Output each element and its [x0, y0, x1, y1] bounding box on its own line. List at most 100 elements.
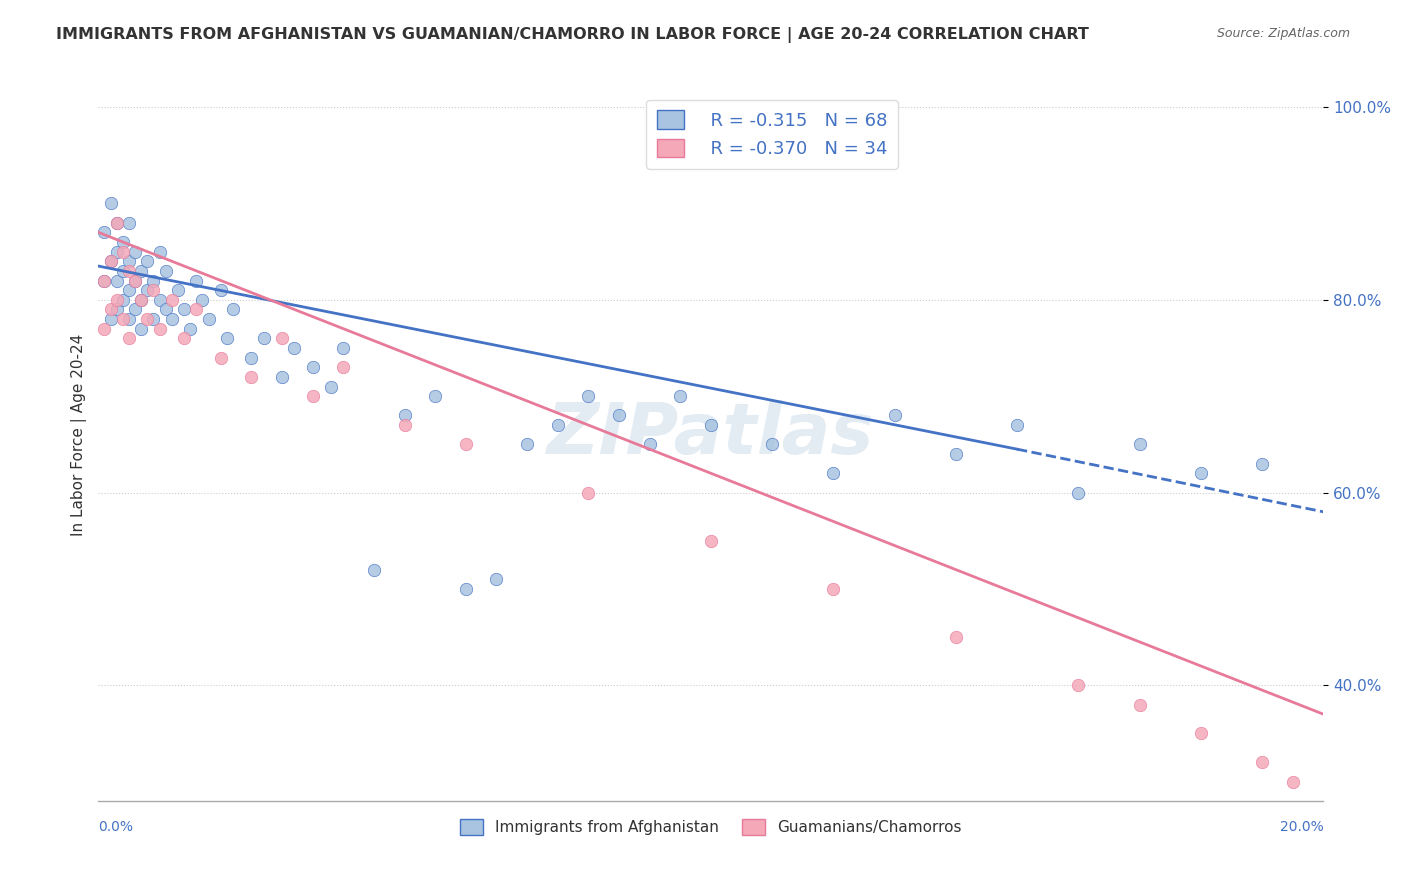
Point — [100, 302, 122, 317]
Point — [124, 302, 146, 317]
Point — [118, 283, 141, 297]
Point — [425, 389, 447, 403]
Point — [363, 563, 385, 577]
Point — [253, 331, 276, 345]
Point — [118, 331, 141, 345]
Point — [516, 437, 538, 451]
Point — [160, 312, 183, 326]
Point — [167, 283, 190, 297]
Point — [332, 360, 354, 375]
Point — [111, 244, 134, 259]
Point — [1067, 485, 1090, 500]
Point — [149, 244, 172, 259]
Point — [173, 302, 195, 317]
Point — [136, 312, 159, 326]
Point — [700, 418, 723, 433]
Point — [240, 351, 263, 365]
Point — [883, 409, 905, 423]
Point — [1189, 726, 1212, 740]
Point — [129, 293, 152, 307]
Point — [607, 409, 630, 423]
Point — [105, 244, 128, 259]
Point — [1005, 418, 1028, 433]
Point — [129, 293, 152, 307]
Point — [142, 273, 165, 287]
Point — [197, 312, 219, 326]
Point — [93, 273, 115, 287]
Point — [124, 273, 146, 287]
Point — [1251, 457, 1274, 471]
Point — [191, 293, 214, 307]
Point — [1128, 698, 1150, 712]
Point — [454, 582, 477, 596]
Point — [1281, 774, 1303, 789]
Point — [124, 244, 146, 259]
Point — [129, 321, 152, 335]
Point — [945, 630, 967, 644]
Point — [105, 273, 128, 287]
Point — [111, 235, 134, 249]
Point — [124, 273, 146, 287]
Point — [222, 302, 245, 317]
Point — [394, 409, 416, 423]
Point — [576, 485, 599, 500]
Point — [271, 331, 294, 345]
Point — [1189, 467, 1212, 481]
Point — [111, 312, 134, 326]
Point — [945, 447, 967, 461]
Point — [209, 351, 232, 365]
Point — [93, 225, 115, 239]
Point — [1251, 756, 1274, 770]
Point — [1067, 678, 1090, 692]
Point — [271, 370, 294, 384]
Point — [111, 293, 134, 307]
Point — [155, 302, 177, 317]
Point — [160, 293, 183, 307]
Point — [155, 264, 177, 278]
Point — [142, 312, 165, 326]
Point — [93, 321, 115, 335]
Point — [283, 341, 305, 355]
Text: 20.0%: 20.0% — [1279, 820, 1323, 834]
Point — [761, 437, 783, 451]
Point — [105, 216, 128, 230]
Point — [301, 389, 323, 403]
Point — [186, 302, 208, 317]
Point — [100, 254, 122, 268]
Point — [173, 331, 195, 345]
Point — [700, 533, 723, 548]
Point — [240, 370, 263, 384]
Point — [215, 331, 238, 345]
Point — [100, 196, 122, 211]
Point — [136, 254, 159, 268]
Point — [186, 273, 208, 287]
Point — [111, 264, 134, 278]
Point — [209, 283, 232, 297]
Point — [638, 437, 661, 451]
Point — [136, 283, 159, 297]
Point — [118, 216, 141, 230]
Point — [394, 418, 416, 433]
Point — [454, 437, 477, 451]
Text: ZIPatlas: ZIPatlas — [547, 401, 875, 469]
Point — [823, 467, 845, 481]
Point — [93, 273, 115, 287]
Point — [547, 418, 569, 433]
Point — [332, 341, 354, 355]
Point — [105, 216, 128, 230]
Point — [576, 389, 599, 403]
Point — [485, 572, 508, 586]
Point — [823, 582, 845, 596]
Point — [118, 254, 141, 268]
Point — [105, 302, 128, 317]
Point — [100, 312, 122, 326]
Point — [319, 379, 342, 393]
Legend: Immigrants from Afghanistan, Guamanians/Chamorros: Immigrants from Afghanistan, Guamanians/… — [451, 810, 970, 845]
Point — [100, 254, 122, 268]
Text: 0.0%: 0.0% — [98, 820, 134, 834]
Point — [142, 283, 165, 297]
Point — [669, 389, 692, 403]
Point — [179, 321, 201, 335]
Text: Source: ZipAtlas.com: Source: ZipAtlas.com — [1216, 27, 1350, 40]
Point — [149, 321, 172, 335]
